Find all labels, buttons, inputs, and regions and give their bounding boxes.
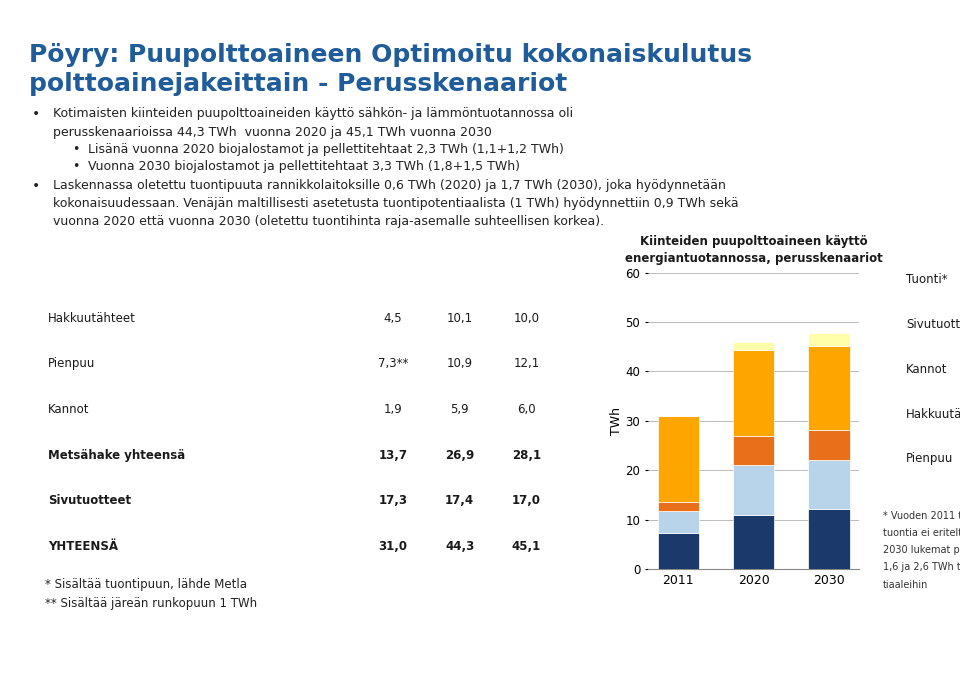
Text: Kiinteiden puupolttoaineen käyttö: Kiinteiden puupolttoaineen käyttö	[639, 235, 868, 248]
Text: Vuonna 2030 biojalostamot ja pellettitehtaat 3,3 TWh (1,8+1,5 TWh): Vuonna 2030 biojalostamot ja pellettiteh…	[88, 160, 520, 173]
Text: Pöyry: Puupolttoaineen Optimoitu kokonaiskulutus: Pöyry: Puupolttoaineen Optimoitu kokonai…	[29, 43, 752, 67]
Text: 12,1: 12,1	[514, 357, 540, 371]
Text: 26,9: 26,9	[445, 448, 474, 462]
Text: 1,6 ja 2,6 TWh tarjontapoten-: 1,6 ja 2,6 TWh tarjontapoten-	[883, 562, 960, 572]
Text: Sivutuotteet: Sivutuotteet	[906, 318, 960, 331]
Bar	[658, 502, 699, 511]
Bar	[808, 346, 850, 431]
Text: 7,3**: 7,3**	[378, 357, 408, 371]
Text: ARBETS- OCH NÄRINGSMINISTERIET: ARBETS- OCH NÄRINGSMINISTERIET	[392, 650, 568, 660]
Text: 17,0: 17,0	[512, 494, 540, 507]
Text: * Vuoden 2011 tilastossa: * Vuoden 2011 tilastossa	[883, 511, 960, 520]
Text: 45,1: 45,1	[512, 540, 541, 553]
Text: 2020
perus: 2020 perus	[444, 262, 476, 284]
Bar	[732, 351, 775, 436]
Bar	[808, 431, 850, 460]
Text: 10,1: 10,1	[446, 312, 472, 325]
Text: 10,0: 10,0	[514, 312, 540, 325]
Text: kokonaisuudessaan. Venäjän maltillisesti asetetusta tuontipotentiaalista (1 TWh): kokonaisuudessaan. Venäjän maltillisesti…	[53, 197, 738, 210]
Bar	[658, 511, 699, 533]
Text: 31,0: 31,0	[378, 540, 407, 553]
Text: MINISTRY OF EMPLOYMENT AND THE ECONOMY: MINISTRY OF EMPLOYMENT AND THE ECONOMY	[364, 672, 596, 682]
Text: •: •	[32, 179, 40, 193]
Text: 28,1: 28,1	[512, 448, 541, 462]
Bar	[808, 333, 850, 346]
Text: energiantuotannossa, perusskenaariot: energiantuotannossa, perusskenaariot	[625, 252, 882, 265]
Text: tuontia ei eritelty. 2020 ja: tuontia ei eritelty. 2020 ja	[883, 528, 960, 538]
Text: YHTEENSÄ: YHTEENSÄ	[48, 540, 118, 553]
Text: Kannot: Kannot	[906, 363, 948, 375]
Text: Pienpuu: Pienpuu	[906, 453, 953, 465]
Text: Hakkuutähteet: Hakkuutähteet	[906, 408, 960, 420]
Text: •: •	[32, 107, 40, 121]
Text: 44,3: 44,3	[445, 540, 474, 553]
Text: Laskennassa oletettu tuontipuuta rannikkolaitoksille 0,6 TWh (2020) ja 1,7 TWh (: Laskennassa oletettu tuontipuuta rannikk…	[53, 179, 726, 193]
Text: •: •	[72, 160, 80, 173]
Text: TYÖ- JA ELINKEINOMINISTERIÖ: TYÖ- JA ELINKEINOMINISTERIÖ	[396, 623, 564, 635]
Text: 2011*: 2011*	[375, 268, 410, 277]
Text: 13,7: 13,7	[378, 448, 407, 462]
Bar	[732, 515, 775, 569]
Text: tiaaleihin: tiaaleihin	[883, 580, 928, 589]
Text: * Sisältää tuontipuun, lähde Metla: * Sisältää tuontipuun, lähde Metla	[45, 578, 247, 591]
Text: 10,9: 10,9	[446, 357, 472, 371]
Bar	[732, 342, 775, 351]
Text: Hakkuutähteet: Hakkuutähteet	[48, 312, 136, 325]
Text: Kotimaisten kiinteiden puupolttoaineiden käyttö sähkön- ja lämmöntuotannossa oli: Kotimaisten kiinteiden puupolttoaineiden…	[53, 107, 573, 120]
Text: 17,4: 17,4	[445, 494, 474, 507]
Text: 4,5: 4,5	[384, 312, 402, 325]
Text: 5,9: 5,9	[450, 403, 469, 416]
Text: ** Sisältää järeän runkopuun 1 TWh: ** Sisältää järeän runkopuun 1 TWh	[45, 597, 257, 610]
Text: Tuonti*: Tuonti*	[906, 273, 948, 286]
Bar	[732, 436, 775, 466]
Text: 1,9: 1,9	[384, 403, 402, 416]
Text: 2030
perus: 2030 perus	[510, 262, 543, 284]
Bar	[732, 466, 775, 515]
Text: Metsähake yhteensä: Metsähake yhteensä	[48, 448, 185, 462]
Text: •: •	[72, 143, 80, 156]
Text: Pienpuu: Pienpuu	[48, 357, 95, 371]
Text: Kannot: Kannot	[48, 403, 89, 416]
Text: perusskenaarioissa 44,3 TWh  vuonna 2020 ja 45,1 TWh vuonna 2030: perusskenaarioissa 44,3 TWh vuonna 2020 …	[53, 126, 492, 139]
Text: Kotimaisen puupolttoaineen
käyttö sähkön- ja
lämmöntuotannossa, GWh: Kotimaisen puupolttoaineen käyttö sähkön…	[116, 256, 283, 289]
Bar	[658, 533, 699, 569]
Bar	[658, 416, 699, 502]
Text: 2030 lukemat perustuvat: 2030 lukemat perustuvat	[883, 545, 960, 555]
Text: 6,0: 6,0	[517, 403, 536, 416]
Text: polttoainejakeittain - Perusskenaariot: polttoainejakeittain - Perusskenaariot	[29, 72, 567, 97]
Text: vuonna 2020 että vuonna 2030 (oletettu tuontihinta raja-asemalle suhteellisen ko: vuonna 2020 että vuonna 2030 (oletettu t…	[53, 215, 604, 228]
Y-axis label: TWh: TWh	[610, 407, 623, 435]
Text: 17,3: 17,3	[378, 494, 407, 507]
Bar	[808, 460, 850, 509]
Bar	[808, 509, 850, 569]
Text: Lisänä vuonna 2020 biojalostamot ja pellettitehtaat 2,3 TWh (1,1+1,2 TWh): Lisänä vuonna 2020 biojalostamot ja pell…	[88, 143, 564, 156]
Text: Sivutuotteet: Sivutuotteet	[48, 494, 132, 507]
